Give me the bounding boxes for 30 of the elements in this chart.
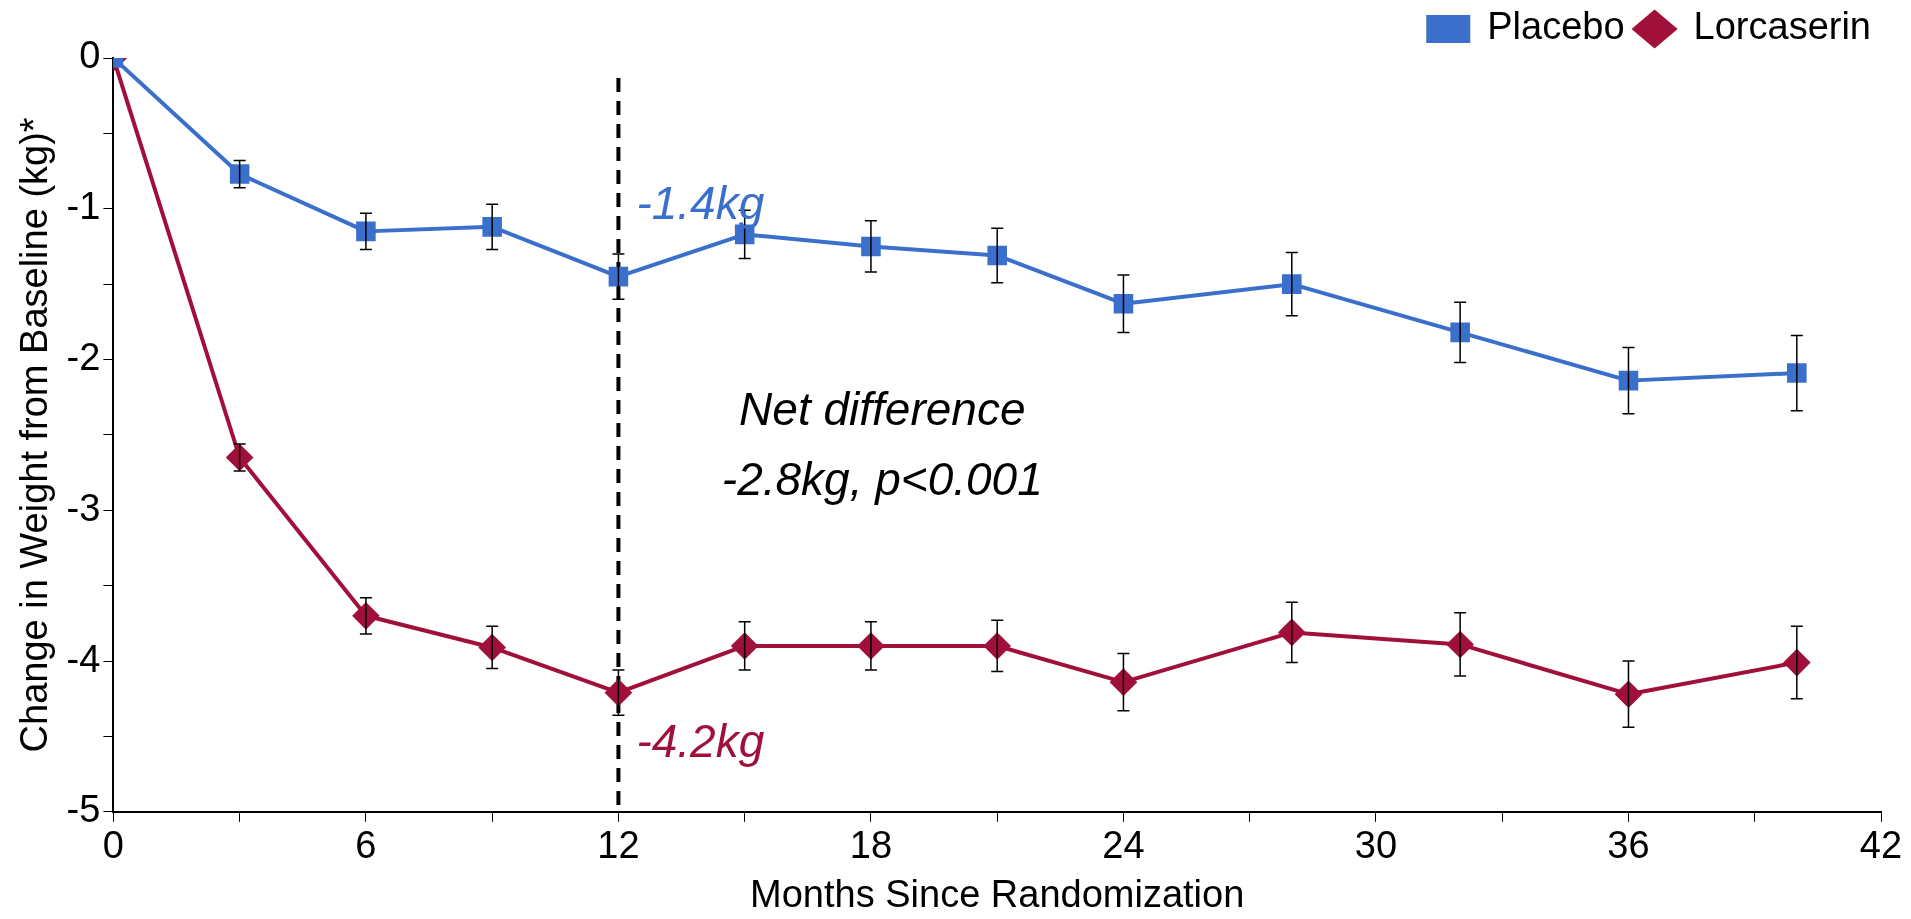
y-tick-label: -2 — [66, 336, 101, 378]
y-tick-label: -1 — [66, 185, 101, 228]
x-axis-title: Months Since Randomization — [750, 872, 1245, 915]
point — [1113, 293, 1134, 314]
y-tick-label: -3 — [66, 486, 101, 529]
y-axis-title: Change in Weight from Baseline (kg)* — [13, 117, 56, 753]
annotation: -4.2kg — [636, 714, 765, 767]
point — [731, 632, 758, 659]
x-tick-label: 12 — [597, 824, 640, 867]
x-tick-label: 24 — [1102, 824, 1145, 867]
x-tick-label: 36 — [1607, 824, 1650, 867]
legend-label: Placebo — [1487, 5, 1625, 48]
y-tick-label: -5 — [66, 788, 101, 831]
point — [605, 679, 632, 706]
x-tick-label: 30 — [1354, 824, 1398, 867]
point — [229, 164, 250, 184]
annotation: -1.4kg — [636, 176, 765, 229]
point — [1618, 370, 1639, 391]
point — [1110, 669, 1137, 696]
x-tick-label: 6 — [355, 824, 377, 867]
point — [1615, 681, 1642, 708]
annotation: -2.8kg, p<0.001 — [721, 453, 1043, 506]
x-tick-label: 42 — [1859, 824, 1903, 867]
y-tick-label: -4 — [66, 637, 101, 680]
point — [608, 266, 629, 287]
annotation: Net difference — [739, 383, 1026, 436]
x-tick-label: 18 — [849, 824, 893, 867]
legend-label: Lorcaserin — [1693, 5, 1871, 48]
y-tick-label: 0 — [79, 34, 101, 77]
point — [226, 444, 253, 471]
